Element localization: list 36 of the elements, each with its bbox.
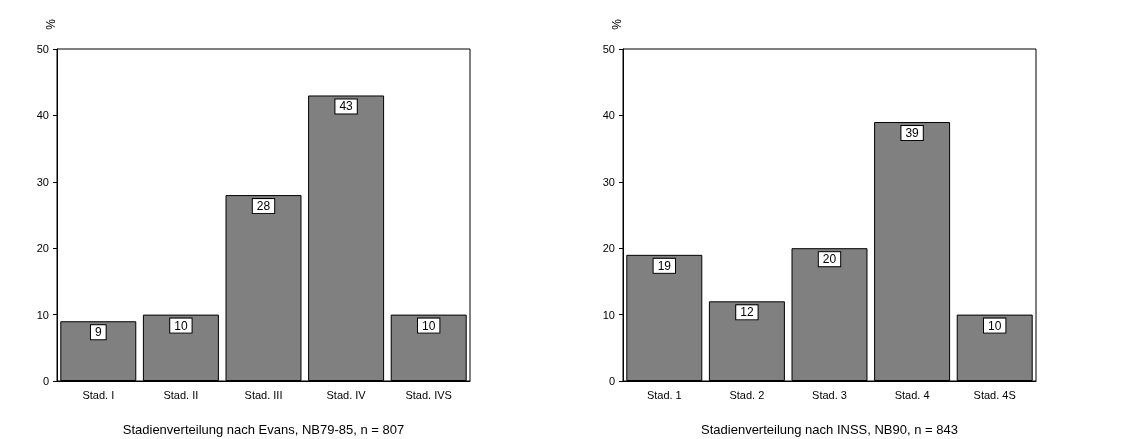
y-tick-label: 30 [36, 175, 49, 188]
data-label: 9 [94, 325, 102, 340]
y-tick-label: 50 [602, 43, 615, 55]
y-axis-title: % [610, 18, 624, 30]
x-tick-label: Stad. I [82, 388, 115, 401]
x-tick-label: Stad. IVS [405, 388, 452, 401]
data-label: 10 [174, 318, 188, 333]
data-label: 43 [339, 99, 354, 114]
y-tick-label: 30 [602, 175, 615, 188]
y-tick-label: 10 [36, 308, 49, 321]
x-tick-label: Stad. IV [326, 388, 367, 401]
x-tick-label: Stad. 3 [812, 388, 847, 401]
data-label: 19 [657, 258, 672, 273]
y-tick-label: 0 [608, 375, 615, 387]
x-tick-label: Stad. III [244, 388, 283, 401]
data-label: 10 [988, 318, 1002, 333]
data-label: 12 [740, 305, 754, 320]
y-tick-label: 10 [602, 308, 615, 321]
y-tick-label: 40 [602, 109, 615, 122]
y-tick-label: 0 [42, 375, 49, 387]
x-axis-title: Stadienverteilung nach Evans, NB79-85, n = 807 [122, 422, 405, 437]
x-tick-label: Stad. 4 [894, 388, 930, 401]
data-label: 20 [822, 252, 837, 267]
data-label: 39 [905, 126, 920, 141]
x-tick-label: Stad. II [163, 388, 199, 401]
y-tick-label: 20 [36, 242, 49, 255]
data-label: 28 [256, 199, 271, 214]
y-tick-label: 50 [36, 43, 49, 55]
y-tick-label: 20 [602, 242, 615, 255]
x-axis-title: Stadienverteilung nach INSS, NB90, n = 843 [701, 422, 958, 437]
y-tick-label: 40 [36, 109, 49, 122]
x-tick-label: Stad. 4S [973, 388, 1016, 401]
data-label: 10 [422, 318, 436, 333]
x-tick-label: Stad. 2 [729, 388, 765, 401]
y-axis-title: % [44, 18, 58, 30]
x-tick-label: Stad. 1 [646, 388, 682, 401]
